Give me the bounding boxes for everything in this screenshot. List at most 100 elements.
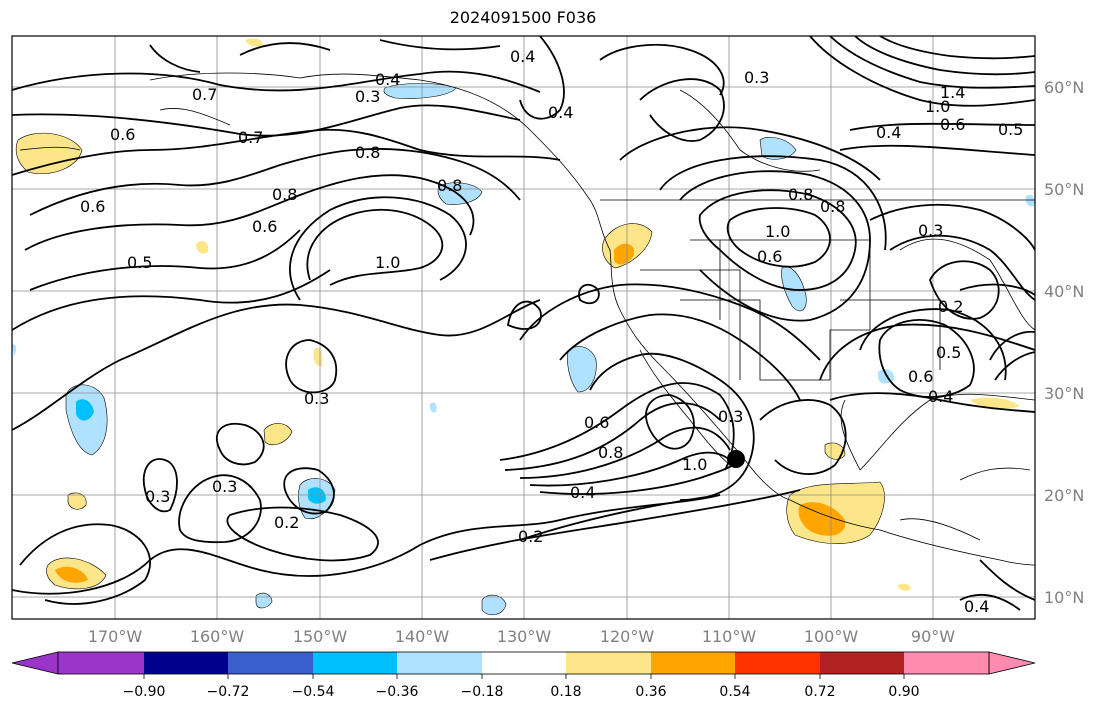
map-area[interactable]: 0.6 0.7 0.7 0.8 0.4 0.3 0.4 0.4 0.3 1.4 … [12, 36, 1035, 619]
contour-label: 0.4 [375, 70, 400, 89]
contour-label: 0.3 [304, 389, 329, 408]
contour-lines [12, 36, 1035, 611]
colorbar-segment [313, 652, 397, 674]
contour-label: 1.0 [682, 455, 707, 474]
map-title: 2024091500 F036 [449, 8, 597, 27]
colorbar-segment [904, 652, 989, 674]
colorbar-segment [651, 652, 735, 674]
colorbar-extend-high [988, 651, 1036, 675]
contour-label: 0.4 [548, 103, 573, 122]
lat-label: 20°N [1044, 486, 1084, 505]
contour-label: 0.8 [788, 185, 813, 204]
contour-label: 0.3 [718, 407, 743, 426]
shade-negative [481, 594, 507, 616]
colorbar-segment [735, 652, 820, 674]
lat-axis: 60°N 50°N 40°N 30°N 20°N 10°N [1044, 78, 1084, 607]
coastlines [19, 72, 1035, 566]
colorbar-tick-label: 0.18 [550, 684, 581, 700]
contour-label: 1.0 [925, 97, 950, 116]
contour-labels: 0.6 0.7 0.7 0.8 0.4 0.3 0.4 0.4 0.3 1.4 … [80, 47, 1023, 616]
colorbar-tick-label: −0.90 [123, 684, 166, 700]
contour-label: 0.4 [510, 47, 535, 66]
shade-positive [67, 492, 87, 510]
lon-label: 160°W [190, 627, 245, 646]
contour-label: 0.8 [437, 176, 462, 195]
shade-positive [263, 423, 293, 445]
lon-label: 120°W [600, 627, 655, 646]
colorbar-tick-label: 0.72 [804, 684, 835, 700]
colorbar: −0.90 −0.72 −0.54 −0.36 −0.18 0.18 0.36 … [11, 651, 1036, 700]
contour-label: 0.6 [252, 217, 277, 236]
lon-label: 130°W [497, 627, 552, 646]
contour-label: 0.4 [928, 387, 953, 406]
lon-axis: 170°W 160°W 150°W 140°W 130°W 120°W 110°… [88, 627, 955, 646]
contour-label: 0.3 [212, 477, 237, 496]
shade-positive [196, 241, 209, 254]
contour-label: 0.5 [127, 253, 152, 272]
contour-label: 0.6 [110, 125, 135, 144]
colorbar-segment [144, 652, 228, 674]
contour-label: 0.3 [918, 221, 943, 240]
contour-label: 0.3 [744, 68, 769, 87]
contour-label: 0.4 [570, 483, 595, 502]
colorbar-segment [228, 652, 313, 674]
contour-label: 0.7 [192, 85, 217, 104]
contour-label: 0.4 [876, 123, 901, 142]
shade-negative [76, 399, 94, 421]
shading-layer [12, 38, 1035, 616]
colorbar-extend-low [11, 651, 59, 675]
contour-label: 1.0 [765, 222, 790, 241]
contour-label: 0.6 [908, 367, 933, 386]
lon-label: 110°W [702, 627, 757, 646]
colorbar-tick-label: 0.36 [635, 684, 666, 700]
colorbar-tick-label: −0.18 [461, 684, 504, 700]
storm-center-marker[interactable] [727, 450, 745, 468]
shade-negative [12, 344, 17, 356]
shade-positive [898, 583, 911, 591]
lat-label: 30°N [1044, 384, 1084, 403]
contour-label: 1.4 [940, 83, 965, 102]
lat-label: 10°N [1044, 588, 1084, 607]
lon-label: 100°W [804, 627, 859, 646]
shade-negative [781, 266, 807, 312]
shade-negative [567, 346, 597, 393]
colorbar-tick-label: −0.54 [292, 684, 335, 700]
contour-label: 0.8 [598, 443, 623, 462]
lon-label: 140°W [395, 627, 450, 646]
shade-positive [245, 38, 263, 47]
shade-negative [308, 487, 326, 504]
contour-label: 0.8 [820, 197, 845, 216]
map-frame [11, 35, 1036, 620]
lon-label: 170°W [88, 627, 143, 646]
contour-label: 0.4 [964, 597, 989, 616]
contour-label: 0.2 [518, 527, 543, 546]
contour-label: 0.5 [998, 120, 1023, 139]
shade-positive [824, 442, 846, 460]
contour-label: 0.6 [584, 413, 609, 432]
contour-label: 0.2 [274, 513, 299, 532]
lon-label: 150°W [293, 627, 348, 646]
lon-label: 90°W [911, 627, 955, 646]
contour-label: 0.5 [936, 343, 961, 362]
contour-label: 0.7 [238, 128, 263, 147]
contour-label: 0.3 [145, 487, 170, 506]
contour-label: 1.0 [375, 253, 400, 272]
colorbar-segment [58, 652, 144, 674]
shade-positive [614, 243, 635, 265]
contour-label: 0.8 [272, 185, 297, 204]
colorbar-tick-label: 0.90 [888, 684, 919, 700]
graticule [12, 36, 1035, 619]
shade-negative [759, 137, 797, 160]
contour-label: 0.6 [80, 197, 105, 216]
contour-label: 0.6 [757, 247, 782, 266]
colorbar-tick-label: −0.72 [207, 684, 250, 700]
shade-positive [55, 566, 88, 583]
lat-label: 60°N [1044, 78, 1084, 97]
contour-label: 0.2 [938, 297, 963, 316]
contour-label: 0.8 [355, 143, 380, 162]
colorbar-segment [820, 652, 904, 674]
contour-label: 0.3 [355, 87, 380, 106]
colorbar-segment [566, 652, 651, 674]
lat-label: 50°N [1044, 180, 1084, 199]
